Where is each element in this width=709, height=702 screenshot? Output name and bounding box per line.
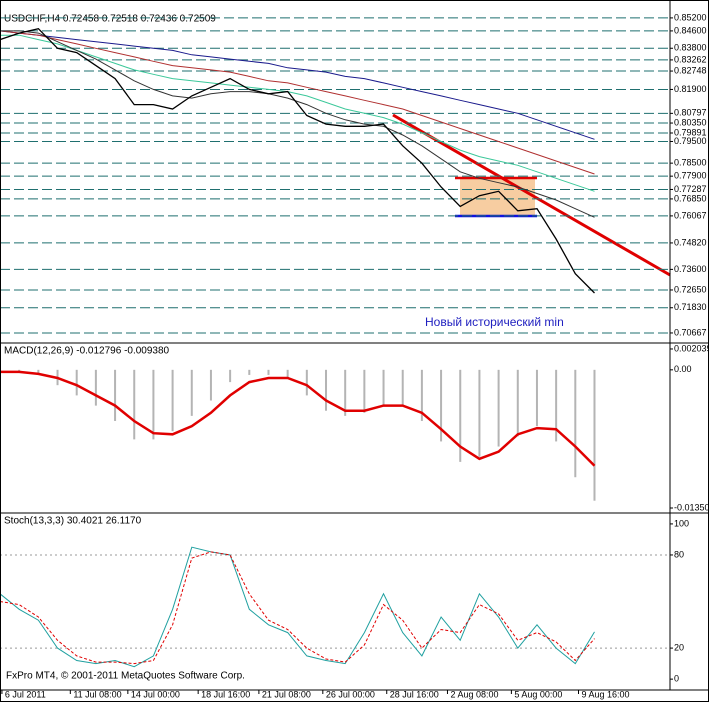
histogram-bar xyxy=(114,369,117,421)
y-tick-label: 0.002039 xyxy=(674,343,709,353)
series-line xyxy=(0,30,595,175)
histogram-bar xyxy=(555,369,558,442)
series-line xyxy=(0,34,595,192)
series-line xyxy=(0,30,595,218)
histogram-bar xyxy=(171,369,174,432)
histogram-bar xyxy=(516,369,519,437)
histogram-bar xyxy=(133,369,136,440)
y-tick-label: 0.77287 xyxy=(674,184,707,194)
histogram-bar xyxy=(401,369,404,406)
y-tick-label: 20 xyxy=(674,642,684,652)
y-tick-label: 0.72650 xyxy=(674,284,707,294)
y-tick-label: 0.81900 xyxy=(674,84,707,94)
histogram-bar xyxy=(344,369,347,416)
y-tick-label: 0.80797 xyxy=(674,108,707,118)
y-tick-label: 0.00 xyxy=(674,364,692,374)
x-tick-label: 26 Jul 00:00 xyxy=(326,689,375,699)
y-tick-label: 0.71830 xyxy=(674,302,707,312)
histogram-bar xyxy=(497,369,500,447)
x-tick-label: 18 Jul 16:00 xyxy=(201,689,250,699)
y-tick-label: 0.85200 xyxy=(674,12,707,22)
y-tick-label: 0.83262 xyxy=(674,54,707,64)
series-line xyxy=(0,27,595,294)
y-tick-label: 0.76850 xyxy=(674,193,707,203)
histogram-bar xyxy=(94,369,97,406)
series-line xyxy=(0,551,595,665)
series-line xyxy=(0,546,595,668)
annotation: Новый исторический min xyxy=(425,315,564,329)
y-tick-label: 0.83800 xyxy=(674,43,707,53)
y-tick-label: -0.013508 xyxy=(674,502,709,512)
y-tick-label: 0.80350 xyxy=(674,117,707,127)
x-tick-label: 21 Jul 08:00 xyxy=(262,689,311,699)
histogram-bar xyxy=(363,369,366,413)
histogram-bar xyxy=(593,369,596,501)
histogram-bar xyxy=(459,369,462,462)
footer: FxPro MT4, © 2001-2011 MetaQuotes Softwa… xyxy=(6,671,245,682)
pane-title: USDCHF,H4 0.72458 0.72518 0.72436 0.7250… xyxy=(4,14,216,25)
histogram-bar xyxy=(209,369,212,401)
histogram-bar xyxy=(382,369,385,406)
y-tick-label: 0.84600 xyxy=(674,25,707,35)
y-tick-label: 0.79891 xyxy=(674,127,707,137)
y-tick-label: 0.78500 xyxy=(674,158,707,168)
x-tick-label: 2 Aug 08:00 xyxy=(450,689,498,699)
y-tick-label: 100 xyxy=(674,518,689,528)
histogram-bar xyxy=(37,369,40,375)
pane-title: Stoch(13,3,3) 30.4021 26.1170 xyxy=(4,516,142,527)
panes: USDCHF,H4 0.72458 0.72518 0.72436 0.7250… xyxy=(0,12,709,699)
y-tick-label: 0.79500 xyxy=(674,136,707,146)
y-tick-label: 0.70667 xyxy=(674,327,707,337)
pane-title: MACD(12,26,9) -0.012796 -0.009380 xyxy=(4,346,170,357)
histogram-bar xyxy=(305,369,308,396)
x-tick-label: 14 Jul 00:00 xyxy=(131,689,180,699)
y-tick-label: 0.76067 xyxy=(674,210,707,220)
histogram-bar xyxy=(574,369,577,478)
y-tick-label: 0.74820 xyxy=(674,237,707,247)
y-tick-label: 0 xyxy=(674,674,679,684)
series-line xyxy=(0,370,596,467)
histogram-bar xyxy=(440,369,443,442)
y-tick-label: 80 xyxy=(674,549,684,559)
histogram-bar xyxy=(420,369,423,421)
range-box xyxy=(460,178,535,215)
y-tick-label: 0.73600 xyxy=(674,264,707,274)
x-tick-label: 9 Aug 16:00 xyxy=(582,689,630,699)
histogram-bar xyxy=(478,369,481,457)
x-tick-label: 11 Jul 08:00 xyxy=(73,689,121,699)
histogram-bar xyxy=(190,369,193,416)
histogram-bar xyxy=(286,369,289,379)
x-tick-label: 5 Aug 00:00 xyxy=(514,689,562,699)
histogram-bar xyxy=(248,369,251,375)
histogram-bar xyxy=(267,369,270,375)
histogram-bar xyxy=(325,369,328,411)
histogram-bar xyxy=(152,369,155,440)
x-tick-label: 28 Jul 16:00 xyxy=(390,689,439,699)
y-tick-label: 0.82748 xyxy=(674,65,707,75)
histogram-bar xyxy=(75,369,78,396)
series-line xyxy=(0,30,595,140)
x-tick-label: 6 Jul 2011 xyxy=(5,689,46,699)
histogram-bar xyxy=(229,369,232,383)
histogram-bar xyxy=(535,369,538,427)
y-tick-label: 0.77900 xyxy=(674,171,707,181)
